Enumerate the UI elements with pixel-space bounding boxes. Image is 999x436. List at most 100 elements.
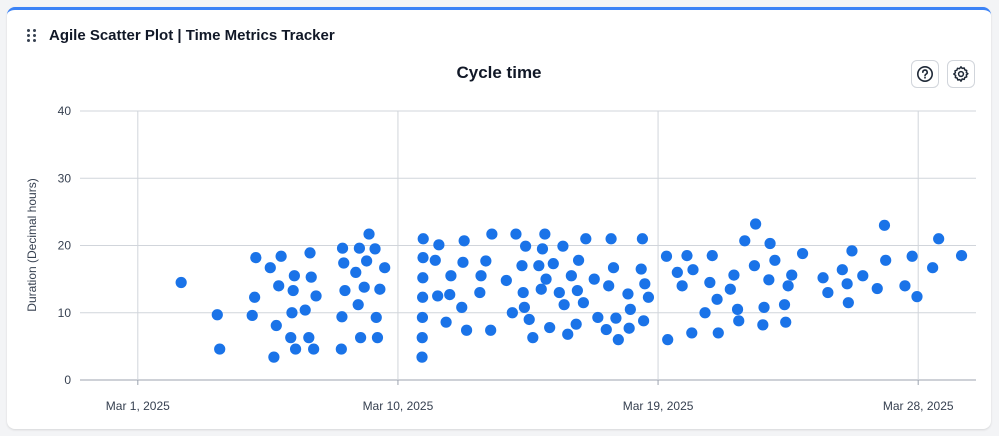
scatter-point[interactable] [270, 319, 282, 332]
scatter-point[interactable] [214, 343, 226, 355]
scatter-point[interactable] [565, 270, 577, 282]
scatter-point[interactable] [456, 301, 468, 313]
scatter-point[interactable] [580, 233, 592, 245]
scatter-point[interactable] [416, 332, 428, 344]
scatter-point[interactable] [506, 307, 518, 319]
scatter-point[interactable] [303, 332, 315, 344]
scatter-point[interactable] [933, 233, 945, 245]
scatter-point[interactable] [660, 250, 673, 262]
scatter-point[interactable] [731, 303, 744, 315]
scatter-point[interactable] [458, 235, 470, 247]
scatter-point[interactable] [175, 276, 187, 289]
scatter-point[interactable] [486, 228, 498, 240]
scatter-point[interactable] [878, 219, 891, 231]
scatter-point[interactable] [519, 240, 532, 252]
scatter-point[interactable] [704, 276, 716, 289]
scatter-point[interactable] [374, 283, 386, 295]
scatter-point[interactable] [536, 243, 549, 255]
scatter-point[interactable] [927, 262, 939, 274]
scatter-point[interactable] [906, 250, 918, 262]
scatter-point[interactable] [871, 282, 883, 295]
scatter-point[interactable] [275, 250, 287, 262]
scatter-point[interactable] [610, 312, 622, 324]
scatter-point[interactable] [523, 313, 535, 326]
scatter-point[interactable] [899, 280, 911, 292]
scatter-point[interactable] [353, 242, 365, 254]
scatter-point[interactable] [857, 270, 869, 282]
scatter-point[interactable] [350, 266, 362, 278]
scatter-point[interactable] [557, 240, 569, 252]
scatter-point[interactable] [603, 280, 615, 292]
scatter-point[interactable] [250, 252, 262, 264]
scatter-point[interactable] [911, 291, 923, 303]
scatter-point[interactable] [562, 328, 574, 340]
scatter-point[interactable] [355, 332, 367, 344]
scatter-point[interactable] [249, 291, 261, 303]
scatter-point[interactable] [416, 351, 428, 363]
scatter-point[interactable] [757, 319, 769, 331]
scatter-point[interactable] [822, 286, 834, 299]
scatter-point[interactable] [748, 260, 761, 272]
scatter-point[interactable] [558, 299, 570, 311]
scatter-point[interactable] [516, 260, 528, 272]
scatter-point[interactable] [687, 264, 699, 276]
scatter-point[interactable] [273, 280, 285, 292]
scatter-point[interactable] [699, 307, 711, 319]
scatter-point[interactable] [305, 271, 317, 283]
scatter-point[interactable] [533, 260, 545, 272]
scatter-point[interactable] [444, 288, 456, 301]
scatter-point[interactable] [836, 264, 848, 276]
scatter-point[interactable] [338, 257, 350, 269]
scatter-point[interactable] [304, 247, 316, 259]
scatter-point[interactable] [571, 284, 583, 297]
scatter-point[interactable] [335, 343, 347, 355]
scatter-point[interactable] [841, 278, 853, 290]
scatter-point[interactable] [778, 299, 791, 311]
scatter-point[interactable] [445, 270, 457, 282]
scatter-point[interactable] [577, 297, 589, 309]
scatter-point[interactable] [460, 324, 473, 336]
scatter-point[interactable] [782, 280, 794, 292]
scatter-point[interactable] [518, 301, 530, 313]
scatter-point[interactable] [662, 334, 674, 346]
scatter-point[interactable] [527, 332, 539, 344]
scatter-point[interactable] [416, 311, 429, 324]
scatter-point[interactable] [739, 235, 751, 247]
scatter-point[interactable] [880, 254, 892, 266]
scatter-point[interactable] [310, 290, 322, 302]
scatter-point[interactable] [371, 332, 384, 344]
scatter-point[interactable] [758, 301, 770, 313]
scatter-point[interactable] [780, 316, 792, 328]
scatter-point[interactable] [286, 307, 298, 319]
scatter-point[interactable] [712, 327, 724, 339]
scatter-point[interactable] [796, 247, 809, 260]
scatter-point[interactable] [955, 249, 968, 262]
settings-button[interactable] [947, 60, 975, 88]
scatter-point[interactable] [369, 243, 381, 255]
scatter-point[interactable] [607, 262, 620, 274]
scatter-point[interactable] [287, 284, 299, 297]
scatter-point[interactable] [570, 318, 582, 330]
scatter-point[interactable] [686, 327, 698, 339]
scatter-point[interactable] [417, 272, 429, 284]
scatter-point[interactable] [638, 315, 650, 327]
scatter-point[interactable] [733, 315, 745, 327]
scatter-point[interactable] [600, 323, 612, 336]
scatter-point[interactable] [642, 291, 655, 303]
scatter-point[interactable] [475, 270, 487, 282]
scatter-point[interactable] [636, 233, 649, 245]
scatter-point[interactable] [339, 284, 351, 297]
scatter-point[interactable] [842, 297, 854, 309]
scatter-point[interactable] [474, 286, 486, 299]
scatter-point[interactable] [433, 239, 445, 251]
scatter-point[interactable] [588, 273, 600, 285]
scatter-point[interactable] [763, 274, 775, 286]
scatter-point[interactable] [592, 311, 604, 324]
scatter-point[interactable] [635, 263, 647, 275]
scatter-point[interactable] [336, 242, 349, 254]
scatter-point[interactable] [211, 309, 223, 321]
scatter-point[interactable] [299, 304, 311, 316]
scatter-point[interactable] [285, 332, 297, 344]
scatter-point[interactable] [417, 252, 429, 264]
scatter-point[interactable] [429, 254, 441, 266]
